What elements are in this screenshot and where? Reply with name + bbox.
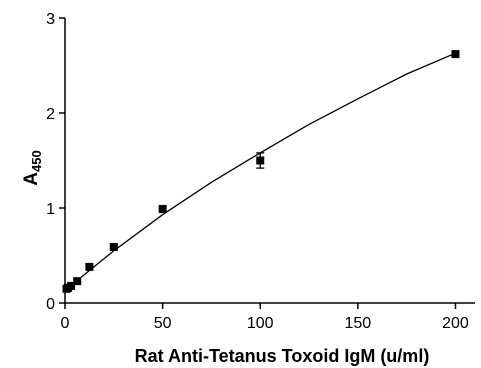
- data-point: [158, 204, 167, 213]
- y-tick-label: 0: [46, 296, 55, 313]
- x-tick-label: 0: [61, 315, 70, 332]
- y-axis-label-sub: 450: [29, 150, 44, 172]
- fit-curve-group: [64, 52, 456, 292]
- y-tick-label: 3: [46, 11, 55, 28]
- y-tick-label: 2: [46, 106, 55, 123]
- axes: 0 1 2 3 0 50 100 150 200: [46, 11, 475, 332]
- y-axis-label-main: A: [21, 172, 42, 186]
- data-point: [67, 281, 76, 290]
- x-tick-label: 150: [345, 315, 372, 332]
- data-point: [85, 262, 94, 271]
- data-point: [109, 242, 118, 251]
- x-tick-label: 100: [247, 315, 274, 332]
- data-point: [451, 50, 460, 59]
- fit-curve: [64, 52, 456, 292]
- y-axis-label: A450: [21, 150, 44, 185]
- x-tick-label: 200: [442, 315, 469, 332]
- data-point: [73, 277, 82, 286]
- y-tick-label: 1: [46, 201, 55, 218]
- data-points: [62, 50, 460, 293]
- data-point: [256, 156, 265, 165]
- x-axis-label: Rat Anti-Tetanus Toxoid IgM (u/ml): [135, 346, 430, 366]
- x-tick-label: 50: [154, 315, 172, 332]
